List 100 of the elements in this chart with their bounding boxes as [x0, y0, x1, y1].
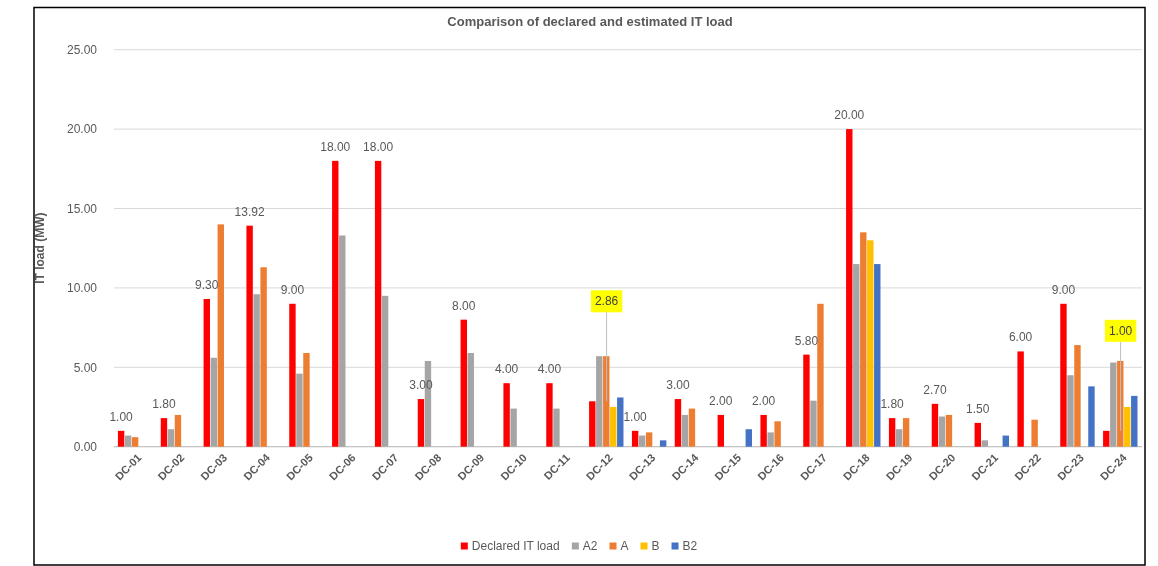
bar — [174, 414, 182, 447]
data-label: 3.00 — [409, 378, 433, 393]
bar — [974, 422, 981, 447]
bar — [160, 418, 168, 447]
bar — [260, 267, 267, 447]
bar — [767, 432, 774, 447]
bar — [803, 354, 810, 447]
bar — [339, 235, 346, 447]
bar — [867, 240, 874, 447]
bar — [846, 129, 853, 447]
chart-title: Comparison of declared and estimated IT load — [447, 14, 733, 29]
bar — [289, 303, 296, 447]
legend-label: Declared IT load — [471, 539, 560, 554]
bar — [124, 435, 132, 447]
data-label: 4.00 — [494, 362, 519, 377]
bar — [1074, 345, 1081, 447]
bar — [1124, 407, 1131, 447]
bar — [1103, 430, 1110, 447]
bar — [681, 414, 689, 447]
data-label: 9.30 — [195, 278, 219, 293]
bar — [1067, 375, 1074, 447]
data-label: 2.00 — [709, 393, 733, 408]
data-label: 1.80 — [880, 397, 905, 412]
bar — [810, 400, 817, 447]
bar — [596, 356, 603, 447]
data-label: 20.00 — [834, 108, 865, 123]
bar — [303, 353, 310, 447]
y-tick-label: 10.00 — [66, 281, 98, 296]
data-label: 18.00 — [320, 139, 351, 154]
data-label: 3.00 — [666, 378, 690, 393]
data-label: 18.00 — [363, 139, 394, 154]
data-label: 1.00 — [623, 409, 648, 424]
y-tick-label: 0.00 — [73, 439, 98, 454]
bar — [888, 418, 896, 447]
bar — [1110, 362, 1117, 447]
y-tick-label: 25.00 — [66, 42, 98, 57]
y-axis-title: IT load (MW) — [33, 212, 47, 284]
bar — [460, 319, 467, 447]
bar — [817, 303, 824, 447]
data-label: 8.00 — [452, 298, 476, 313]
bar — [553, 408, 560, 447]
data-label: 9.00 — [1051, 282, 1076, 297]
bar — [167, 429, 175, 447]
data-label: 13.92 — [234, 204, 265, 219]
data-label: 1.00 — [109, 409, 134, 424]
bar — [902, 418, 910, 447]
bar — [210, 357, 217, 447]
bar — [717, 414, 724, 447]
bar — [860, 232, 867, 447]
bar — [931, 403, 939, 447]
data-label: 6.00 — [1008, 330, 1033, 345]
bar — [546, 383, 553, 447]
bar — [381, 295, 389, 447]
bar — [203, 299, 210, 447]
bar — [895, 429, 903, 447]
bar — [674, 399, 682, 447]
bar — [253, 294, 260, 447]
bar — [1002, 435, 1009, 447]
legend-label: B2 — [682, 539, 698, 554]
bar — [631, 430, 639, 447]
y-tick-label: 20.00 — [66, 122, 98, 137]
bar — [760, 414, 767, 447]
bar — [774, 421, 781, 447]
bar — [981, 440, 988, 447]
bar — [659, 440, 667, 447]
y-tick-label: 5.00 — [73, 360, 98, 375]
y-tick-label: 15.00 — [66, 201, 98, 216]
bar — [1060, 303, 1067, 447]
data-label: 2.70 — [923, 382, 947, 397]
bar — [617, 397, 624, 447]
bar — [1031, 419, 1038, 447]
bar — [417, 399, 425, 447]
bar — [589, 401, 596, 447]
bar — [638, 435, 646, 447]
bar — [745, 429, 752, 447]
bar — [610, 407, 617, 447]
bar — [874, 264, 881, 447]
annotation: 1.00 — [1108, 324, 1133, 339]
bar — [131, 437, 139, 447]
bar — [853, 264, 860, 447]
bar — [117, 430, 125, 447]
legend-label: A — [620, 539, 629, 554]
legend-label: B — [651, 539, 660, 554]
bar — [510, 408, 517, 447]
bar — [1131, 395, 1138, 447]
bar — [945, 414, 953, 447]
bar — [1017, 351, 1024, 447]
bar — [688, 408, 696, 447]
data-label: 1.80 — [152, 397, 176, 412]
bar — [938, 416, 946, 447]
data-label: 1.50 — [966, 401, 990, 416]
data-label: 4.00 — [537, 362, 562, 377]
bar — [246, 225, 253, 447]
data-label: 9.00 — [280, 282, 305, 297]
bar — [374, 160, 382, 447]
bar — [332, 160, 339, 447]
data-label: 2.00 — [751, 393, 776, 408]
bar — [503, 383, 510, 447]
bar — [217, 224, 224, 447]
bar — [645, 432, 653, 447]
